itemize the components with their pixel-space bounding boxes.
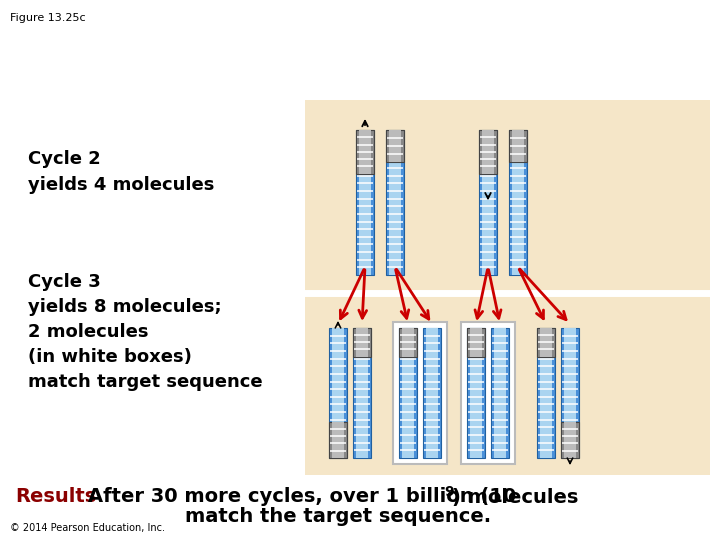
Bar <box>479 130 497 275</box>
Bar <box>353 328 371 356</box>
Bar <box>359 130 371 275</box>
Bar <box>332 422 344 458</box>
Bar <box>356 328 368 356</box>
Bar <box>561 328 579 458</box>
Bar <box>353 328 371 458</box>
Bar <box>356 130 374 275</box>
Bar <box>564 422 576 458</box>
Bar <box>332 328 344 458</box>
Bar <box>494 328 506 458</box>
Bar <box>423 328 441 458</box>
Text: match the target sequence.: match the target sequence. <box>185 508 491 526</box>
Text: Results: Results <box>15 488 96 507</box>
Bar <box>509 130 527 162</box>
Bar <box>386 130 404 275</box>
Bar <box>512 130 524 275</box>
Text: Cycle 3
yields 8 molecules;
2 molecules
(in white boxes)
match target sequence: Cycle 3 yields 8 molecules; 2 molecules … <box>28 273 263 391</box>
Bar <box>329 328 347 458</box>
Bar <box>305 100 710 475</box>
Bar <box>356 328 368 458</box>
Bar <box>329 422 347 458</box>
Bar <box>470 328 482 458</box>
Bar <box>561 422 579 458</box>
Text: Cycle 2
yields 4 molecules: Cycle 2 yields 4 molecules <box>28 150 215 194</box>
Bar <box>389 130 401 162</box>
Bar <box>470 328 482 356</box>
Text: ) molecules: ) molecules <box>452 488 578 507</box>
Bar <box>461 322 515 464</box>
Bar <box>540 328 552 356</box>
Bar <box>467 328 485 458</box>
Bar <box>479 130 497 173</box>
Bar <box>482 130 494 275</box>
Bar <box>537 328 555 458</box>
Bar <box>512 130 524 162</box>
Text: © 2014 Pearson Education, Inc.: © 2014 Pearson Education, Inc. <box>10 523 165 533</box>
Bar <box>359 130 371 173</box>
Bar <box>386 130 404 162</box>
Bar <box>482 130 494 173</box>
Bar <box>389 130 401 275</box>
Bar <box>402 328 414 458</box>
Bar <box>356 130 374 173</box>
Bar <box>399 328 417 356</box>
Bar <box>399 328 417 458</box>
Bar <box>509 130 527 275</box>
Bar <box>537 328 555 356</box>
Bar <box>491 328 509 458</box>
Bar <box>393 322 447 464</box>
Text: After 30 more cycles, over 1 billion (10: After 30 more cycles, over 1 billion (10 <box>88 488 516 507</box>
Bar <box>564 328 576 458</box>
Bar <box>540 328 552 458</box>
Text: Figure 13.25c: Figure 13.25c <box>10 13 86 23</box>
Bar <box>426 328 438 458</box>
Bar <box>402 328 414 356</box>
Text: 9: 9 <box>444 485 454 499</box>
Bar <box>467 328 485 356</box>
